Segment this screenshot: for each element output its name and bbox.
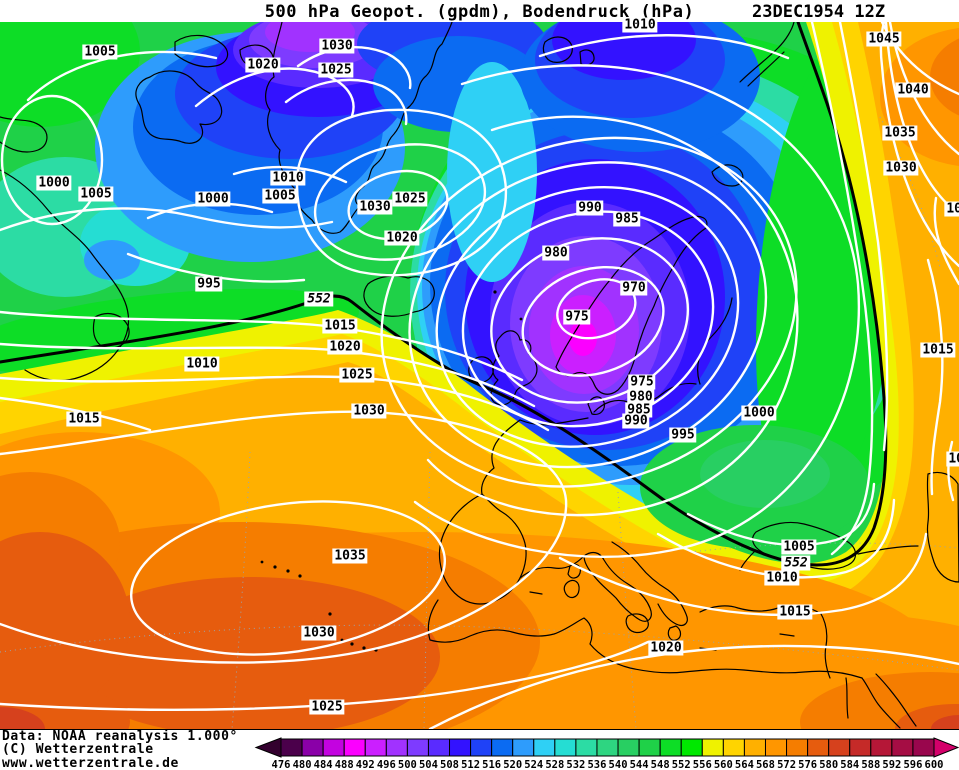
- colorbar-left-arrow: [254, 737, 282, 758]
- colorbar-segment: [575, 738, 598, 757]
- colorbar-tick-label: 480: [293, 759, 312, 770]
- colorbar-segment: [680, 738, 703, 757]
- colorbar-segment: [807, 738, 830, 757]
- colorbar-segment: [322, 738, 345, 757]
- colorbar-segment: [280, 738, 303, 757]
- colorbar-segment: [427, 738, 451, 757]
- colorbar-segment: [638, 738, 661, 757]
- colorbar-tick-label: 592: [882, 759, 901, 770]
- colorbar-segment: [491, 738, 514, 757]
- credit-url: www.wetterzentrale.de: [2, 755, 179, 770]
- colorbar-segment: [891, 738, 914, 757]
- colorbar-tick-label: 564: [735, 759, 754, 770]
- isobar-layer: [0, 22, 959, 729]
- colorbar-tick-label: 524: [524, 759, 543, 770]
- colorbar-tick-label: 576: [798, 759, 817, 770]
- coast-baffin: [135, 70, 223, 144]
- coast-iceland: [363, 275, 435, 317]
- coast-balkans: [611, 541, 688, 626]
- colorbar-segment: [701, 738, 724, 757]
- colorbar: 476 480 484 488 492 496 500 504 508 512 516 520 524 5…: [254, 737, 959, 770]
- colorbar-segment: [470, 738, 493, 757]
- colorbar-tick-label: 508: [440, 759, 459, 770]
- coast-labrador: [0, 169, 130, 382]
- colorbar-tick-label: 540: [609, 759, 628, 770]
- colorbar-tick-label: 544: [630, 759, 649, 770]
- colorbar-segment: [301, 738, 324, 757]
- coast-redsea: [861, 677, 901, 729]
- colorbar-tick-label: 580: [819, 759, 838, 770]
- credits-block: Data: NOAA reanalysis 1.000° (C) Wetterz…: [2, 730, 238, 770]
- colorbar-segment: [554, 738, 577, 757]
- colorbar-tick-label: 536: [587, 759, 606, 770]
- colorbar-segment: [343, 738, 366, 757]
- colorbar-tick-label: 500: [398, 759, 417, 770]
- coast-ireland: [468, 356, 494, 383]
- colorbar-tick-label: 516: [482, 759, 501, 770]
- colorbar-segment: [364, 738, 387, 757]
- colorbar-segment: [764, 738, 788, 757]
- colorbar-tick-label: 572: [777, 759, 796, 770]
- colorbar-tick-label: 504: [419, 759, 438, 770]
- colorbar-segment: [617, 738, 640, 757]
- colorbar-right-arrow: [933, 737, 959, 758]
- colorbar-tick-label: 588: [861, 759, 880, 770]
- colorbar-segment: [912, 738, 935, 757]
- colorbar-tick-label: 484: [314, 759, 333, 770]
- colorbar-tick-label: 528: [545, 759, 564, 770]
- colorbar-segment: [512, 738, 535, 757]
- colorbar-tick-label: 596: [903, 759, 922, 770]
- colorbar-segment: [385, 738, 408, 757]
- colorbar-tick-label: 496: [377, 759, 396, 770]
- colorbar-tick-label: 600: [925, 759, 944, 770]
- coast-africa: [427, 599, 863, 679]
- colorbar-tick-label: 476: [272, 759, 291, 770]
- colorbar-tick-label: 488: [335, 759, 354, 770]
- credit-copyright: (C) Wetterzentrale: [2, 742, 154, 758]
- colorbar-segment: [722, 738, 745, 757]
- colorbar-segment: [849, 738, 872, 757]
- title-bar: 500 hPa Geopot. (gpdm), Bodendruck (hPa)…: [0, 0, 959, 22]
- colorbar-segment: [659, 738, 682, 757]
- colorbar-segment: [596, 738, 619, 757]
- colorbar-segment: [533, 738, 556, 757]
- map-title: 500 hPa Geopot. (gpdm), Bodendruck (hPa): [264, 2, 695, 22]
- coast-caspian: [926, 471, 959, 583]
- colorbar-segment: [870, 738, 893, 757]
- colorbar-tick-label: 520: [503, 759, 522, 770]
- credit-data-source: Data: NOAA reanalysis 1.000°: [2, 729, 238, 744]
- colorbar-segment: [449, 738, 472, 757]
- colorbar-tick-label: 568: [756, 759, 775, 770]
- colorbar-tick-label: 556: [693, 759, 712, 770]
- coast-britain: [490, 330, 538, 406]
- colorbar-tick-label: 532: [566, 759, 585, 770]
- colorbar-tick-label: 512: [461, 759, 480, 770]
- colorbar-segment: [743, 738, 766, 757]
- colorbar-segment: [786, 738, 809, 757]
- colorbar-tick-label: 548: [651, 759, 670, 770]
- colorbar-tick-label: 552: [672, 759, 691, 770]
- map-area: [0, 22, 959, 730]
- colorbar-tick-label: 492: [356, 759, 375, 770]
- map-datetime: 23DEC1954 12Z: [752, 2, 886, 22]
- colorbar-tick-label: 560: [714, 759, 733, 770]
- coast-italy: [583, 551, 652, 622]
- colorbar-segment: [406, 738, 429, 757]
- colorbar-tick-label: 584: [840, 759, 859, 770]
- colorbar-segment: [828, 738, 851, 757]
- map-canvas: [0, 22, 959, 729]
